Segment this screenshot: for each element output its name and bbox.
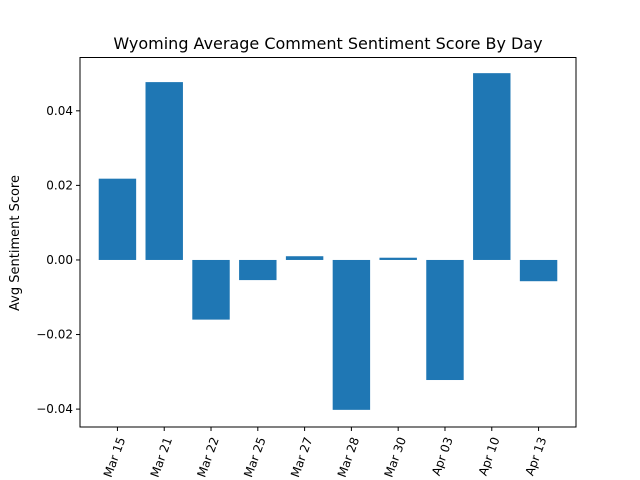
bar-mar-25 bbox=[239, 259, 277, 281]
bar-mar-22 bbox=[192, 259, 230, 320]
y-tick-label: 0.00 bbox=[46, 253, 73, 267]
bar-mar-27 bbox=[285, 256, 324, 260]
bar-mar-30 bbox=[379, 257, 417, 260]
bar-apr-10 bbox=[473, 73, 511, 260]
bar-mar-28 bbox=[332, 259, 371, 410]
axes-frame bbox=[79, 57, 577, 428]
bar-apr-13 bbox=[519, 259, 558, 282]
y-tick-label: 0.04 bbox=[46, 104, 73, 118]
bar-mar-15 bbox=[98, 178, 137, 260]
bar-apr-03 bbox=[426, 259, 464, 381]
chart-title: Wyoming Average Comment Sentiment Score … bbox=[113, 34, 542, 53]
y-axis-label: Avg Sentiment Score bbox=[8, 175, 23, 311]
y-tick-label: −0.04 bbox=[36, 402, 73, 416]
y-tick-label: −0.02 bbox=[36, 328, 73, 342]
y-tick-label: 0.02 bbox=[46, 178, 73, 192]
bar-mar-21 bbox=[145, 82, 183, 260]
